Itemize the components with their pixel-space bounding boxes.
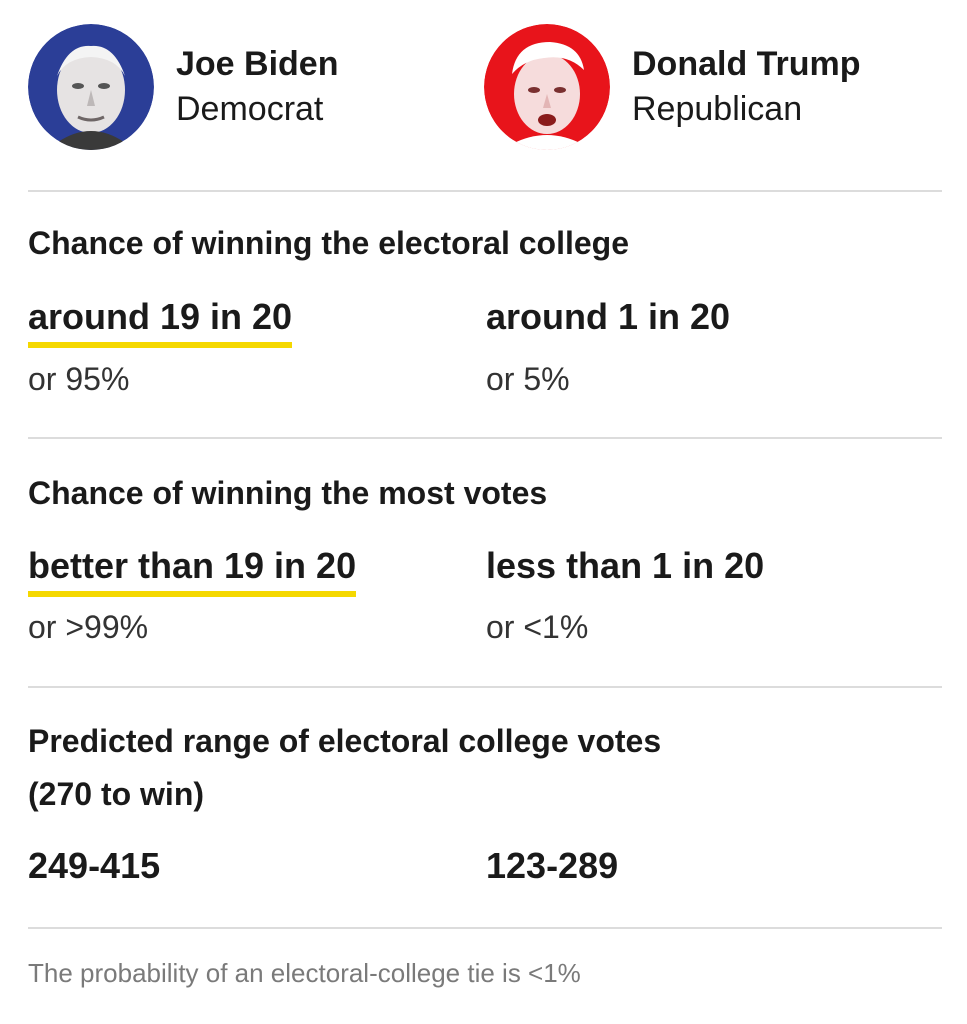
- divider: [28, 437, 942, 439]
- biden-info: Joe Biden Democrat: [176, 42, 338, 132]
- biden-party: Democrat: [176, 90, 324, 128]
- trump-name: Donald Trump: [632, 45, 861, 83]
- biden-portrait-icon: [28, 24, 154, 150]
- biden-electoral-percent: or 95%: [28, 361, 130, 397]
- divider: [28, 686, 942, 688]
- trump-info: Donald Trump Republican: [632, 42, 861, 132]
- popular-vote-title: Chance of winning the most votes: [28, 475, 548, 511]
- trump-avatar: [484, 24, 610, 150]
- trump-party: Republican: [632, 90, 803, 128]
- divider: [28, 190, 942, 192]
- tie-footnote: The probability of an electoral-college …: [28, 958, 581, 988]
- biden-popular-chance: better than 19 in 20: [28, 543, 357, 597]
- biden-electoral-chance: around 19 in 20: [28, 294, 293, 348]
- trump-portrait-icon: [484, 24, 610, 150]
- vote-range-subtitle: (270 to win): [28, 776, 205, 812]
- trump-popular-chance: less than 1 in 20: [486, 545, 765, 586]
- trump-popular-percent: or <1%: [486, 609, 589, 645]
- biden-vote-range: 249-415: [28, 845, 161, 886]
- biden-avatar: [28, 24, 154, 150]
- electoral-college-title: Chance of winning the electoral college: [28, 225, 629, 261]
- trump-vote-range: 123-289: [486, 845, 619, 886]
- biden-popular-percent: or >99%: [28, 609, 149, 645]
- trump-electoral-chance: around 1 in 20: [486, 296, 731, 337]
- vote-range-title: Predicted range of electoral college vot…: [28, 723, 662, 759]
- trump-electoral-percent: or 5%: [486, 361, 570, 397]
- divider: [28, 927, 942, 929]
- biden-name: Joe Biden: [176, 45, 339, 83]
